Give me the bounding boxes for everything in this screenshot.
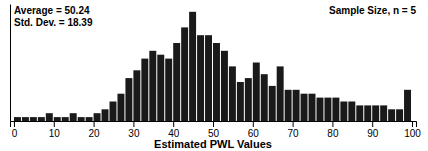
histogram-bar <box>348 102 355 122</box>
x-tick-label: 0 <box>12 128 18 139</box>
histogram-bar <box>372 105 379 121</box>
x-tick: 0 <box>12 121 18 139</box>
x-tick-mark <box>412 121 413 127</box>
histogram-bar <box>173 43 180 121</box>
histogram-bar <box>285 90 292 121</box>
chart: 0 10 20 30 40 50 60 70 80 90 100 Estimated PWL Valu… <box>0 0 428 151</box>
histogram-bar <box>94 113 101 121</box>
histogram-bar <box>221 51 228 121</box>
x-tick-mark <box>213 121 214 127</box>
histogram-bar <box>229 66 236 121</box>
x-tick-label: 10 <box>49 128 61 139</box>
x-tick-mark <box>94 121 95 127</box>
x-tick-mark <box>332 121 333 127</box>
histogram-bar <box>277 66 284 121</box>
histogram-bar <box>110 102 117 122</box>
histogram-bar <box>261 74 268 121</box>
x-tick: 10 <box>49 121 61 139</box>
histogram-bar <box>404 90 411 121</box>
histogram-bar <box>356 105 363 121</box>
y-axis-line <box>10 5 11 122</box>
x-tick: 80 <box>327 121 339 139</box>
x-tick-label: 100 <box>404 128 421 139</box>
histogram-bar <box>205 35 212 121</box>
annotation: Sample Size, n = 5 <box>329 5 416 16</box>
histogram-bar <box>293 90 300 121</box>
bars <box>14 12 411 121</box>
x-tick-mark <box>372 121 373 127</box>
x-tick: 50 <box>208 121 220 139</box>
histogram-bar <box>117 94 124 121</box>
histogram-bar <box>181 27 188 121</box>
histogram-bar <box>269 86 276 121</box>
x-tick: 70 <box>288 121 300 139</box>
histogram-bar <box>133 70 140 121</box>
x-tick-label: 30 <box>128 128 140 139</box>
histogram-bar <box>253 63 260 122</box>
histogram-bar <box>309 94 316 121</box>
x-tick-label: 90 <box>367 128 379 139</box>
x-tick-mark <box>14 121 15 127</box>
histogram-bar <box>388 109 395 121</box>
x-tick-mark <box>173 121 174 127</box>
x-tick-label: 80 <box>327 128 339 139</box>
x-tick-mark <box>133 121 134 127</box>
histogram-bar <box>54 117 61 121</box>
histogram-bar <box>70 113 77 121</box>
histogram-bar <box>30 117 37 121</box>
x-tick: 20 <box>89 121 101 139</box>
histogram-bar <box>86 117 93 121</box>
x-tick-label: 70 <box>288 128 300 139</box>
histogram-bar <box>301 94 308 121</box>
histogram-bar <box>78 117 85 121</box>
plot: 0 10 20 30 40 50 60 70 80 90 100 <box>11 5 422 140</box>
histogram-bar <box>332 98 339 121</box>
annotation: Average = 50.24Std. Dev. = 18.39 <box>14 5 93 28</box>
x-tick: 100 <box>404 121 421 139</box>
x-axis: 0 10 20 30 40 50 60 70 80 90 100 <box>11 121 422 139</box>
x-tick-mark <box>54 121 55 127</box>
histogram-bar <box>213 43 220 121</box>
x-tick: 30 <box>128 121 140 139</box>
histogram-bar <box>14 117 21 121</box>
histogram-bar <box>125 78 132 121</box>
histogram-bar <box>22 117 29 121</box>
histogram-bar <box>62 117 69 121</box>
histogram-bar <box>380 105 387 121</box>
x-tick: 40 <box>168 121 180 139</box>
x-tick-label: 20 <box>89 128 101 139</box>
x-axis-line <box>11 122 417 128</box>
histogram-bar <box>102 109 109 121</box>
histogram-bar <box>46 113 53 121</box>
histogram-bar <box>237 82 244 121</box>
histogram-bar <box>38 117 45 121</box>
x-tick-mark <box>253 121 254 127</box>
histogram-bar <box>316 98 323 121</box>
x-tick: 60 <box>248 121 260 139</box>
histogram-bar <box>364 105 371 121</box>
histogram-bar <box>165 59 172 121</box>
histogram-bar <box>197 35 204 121</box>
histogram-bar <box>189 12 196 121</box>
y-axis <box>10 5 11 122</box>
x-axis-title: Estimated PWL Values <box>154 138 272 150</box>
histogram-bar <box>324 98 331 121</box>
histogram-bar <box>149 51 156 121</box>
x-tick-mark <box>293 121 294 127</box>
histogram-bar <box>141 59 148 121</box>
histogram-bar <box>157 55 164 121</box>
histogram-bar <box>396 109 403 121</box>
histogram-bar <box>245 78 252 121</box>
histogram-bar <box>340 102 347 122</box>
x-tick: 90 <box>367 121 379 139</box>
